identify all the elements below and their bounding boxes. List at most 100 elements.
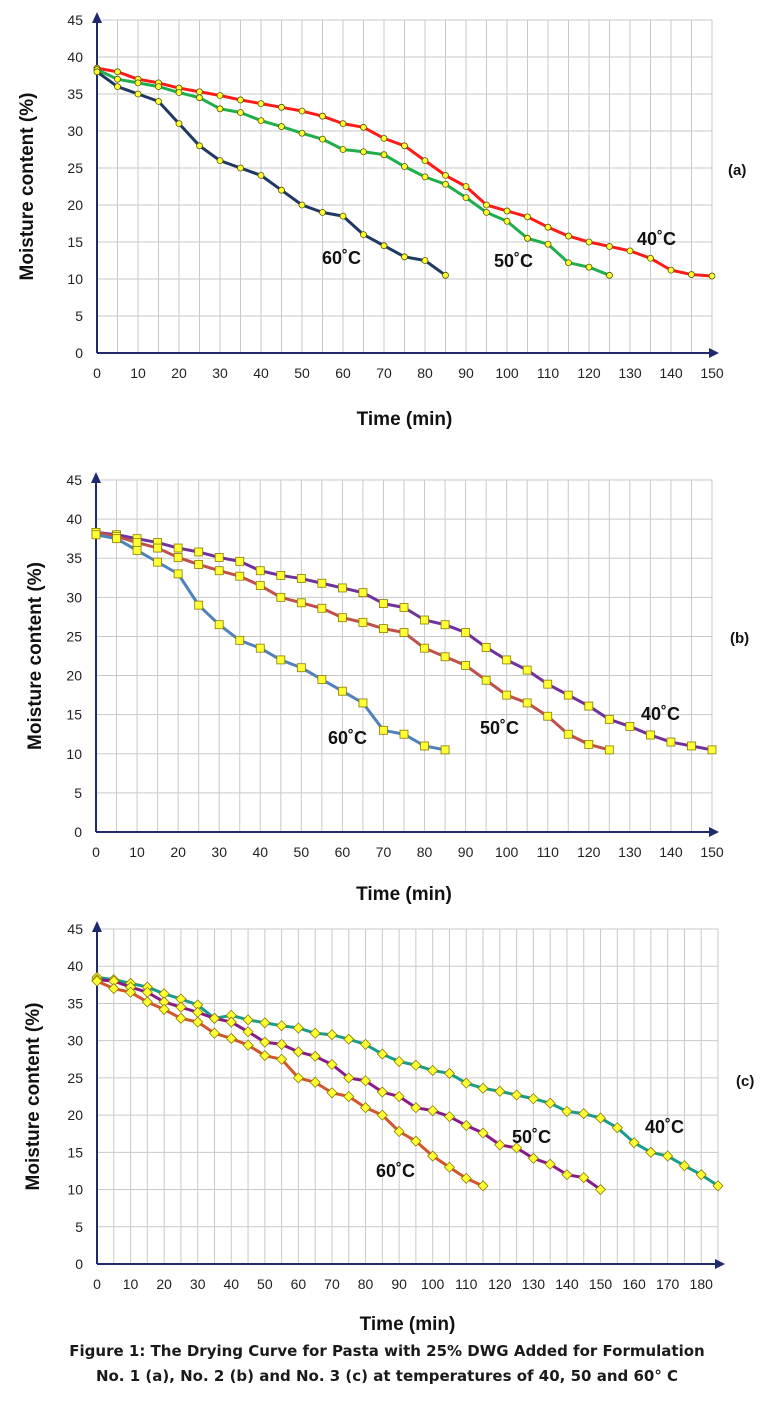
series-label: 60˚C — [376, 1161, 415, 1181]
data-point — [511, 1142, 523, 1154]
caption-line-2: No. 1 (a), No. 2 (b) and No. 3 (c) at te… — [95, 1367, 679, 1385]
data-point — [606, 271, 613, 279]
y-tick-label: 10 — [67, 271, 83, 287]
data-point — [611, 1122, 623, 1134]
x-tick-label: 80 — [417, 365, 433, 381]
data-point — [410, 1102, 422, 1114]
chart-panel-3: 0 10 20 30 40 50 60 70 80 90 100 110 120 130 140 150 160… — [23, 921, 754, 1335]
series-50C: 50˚C — [93, 66, 613, 279]
data-point — [255, 566, 265, 576]
data-point — [502, 690, 512, 700]
y-tick-label: 40 — [67, 49, 83, 65]
series-60C: 60˚C — [91, 530, 450, 755]
x-tick-label: 140 — [555, 1276, 579, 1292]
data-point — [380, 242, 388, 250]
series-label: 60˚C — [328, 728, 367, 748]
x-axis-title: Time (min) — [360, 1314, 456, 1335]
data-point — [237, 109, 244, 116]
series-line — [96, 70, 447, 277]
x-tick-label: 30 — [211, 844, 227, 860]
data-point — [91, 530, 101, 540]
data-point — [257, 171, 265, 179]
x-tick-label: 70 — [376, 844, 392, 860]
data-point — [527, 1152, 539, 1164]
x-tick-label: 120 — [577, 365, 601, 381]
data-point — [421, 157, 429, 165]
data-point — [440, 745, 450, 755]
data-point — [695, 1169, 707, 1181]
data-point — [326, 1058, 338, 1071]
data-point — [192, 1016, 204, 1028]
data-point — [410, 1059, 422, 1071]
series-label: 50˚C — [480, 718, 519, 738]
x-tick-label: 10 — [123, 1276, 139, 1292]
data-point — [194, 560, 204, 569]
series-label: 50˚C — [494, 251, 533, 271]
series-line — [95, 530, 610, 752]
series-label: 40˚C — [637, 229, 676, 249]
chart-panel-1: 0 10 20 30 40 50 60 70 80 90 100 110 120 130 140 150 0 5 1… — [17, 12, 746, 430]
x-axis-arrow — [709, 827, 719, 837]
data-point — [93, 68, 101, 76]
figure-caption: Figure 1: The Drying Curve for Pasta wit… — [0, 1339, 774, 1389]
y-tick-label: 20 — [67, 197, 83, 213]
data-point — [296, 598, 306, 608]
x-tick-label: 60 — [335, 365, 351, 381]
data-point — [667, 266, 675, 274]
data-point — [460, 1172, 472, 1184]
x-tick-label: 160 — [622, 1276, 646, 1292]
x-tick-label: 110 — [537, 365, 560, 381]
data-point — [578, 1108, 590, 1120]
data-point — [477, 1180, 489, 1192]
x-tick-label: 20 — [170, 844, 186, 860]
y-tick-label: 30 — [67, 123, 83, 139]
data-point — [360, 148, 367, 156]
x-tick-label: 130 — [522, 1276, 546, 1292]
data-point — [343, 1033, 355, 1045]
data-point — [565, 232, 572, 240]
data-point — [317, 603, 327, 613]
data-point — [317, 578, 327, 588]
data-point — [235, 635, 245, 645]
chart-panel-2: 0 10 20 30 40 50 60 70 80 90 100 110 120 130 140 150 0 5 1… — [25, 472, 749, 905]
data-point — [563, 690, 573, 700]
data-point — [666, 737, 676, 747]
data-point — [401, 253, 408, 261]
x-tick-label: 40 — [252, 844, 268, 860]
data-point — [337, 613, 347, 623]
data-point — [543, 711, 553, 721]
data-point — [276, 571, 286, 580]
data-point — [524, 234, 531, 242]
x-axis-title: Time (min) — [356, 884, 452, 905]
data-point — [379, 599, 388, 608]
data-point — [483, 201, 490, 209]
data-point — [298, 107, 306, 115]
x-tick-label: 180 — [690, 1276, 714, 1292]
data-point — [421, 173, 429, 181]
panel-label: (c) — [736, 1073, 754, 1090]
data-point — [443, 1067, 456, 1079]
x-tick-label: 0 — [93, 1276, 101, 1292]
data-point — [292, 1046, 304, 1058]
data-point — [298, 201, 306, 209]
x-tick-label: 60 — [335, 844, 351, 860]
data-point — [175, 120, 183, 127]
y-tick-label: 0 — [74, 824, 82, 840]
data-point — [442, 180, 449, 188]
data-point — [461, 660, 471, 670]
data-point — [237, 164, 244, 172]
x-tick-label: 110 — [537, 844, 560, 860]
data-point — [380, 134, 388, 142]
data-point — [379, 725, 388, 735]
data-point — [442, 171, 449, 179]
x-tick-label: 40 — [223, 1276, 239, 1292]
data-point — [276, 592, 286, 602]
data-point — [376, 1109, 388, 1121]
data-point — [481, 675, 491, 685]
x-axis-arrow — [715, 1259, 725, 1269]
data-point — [225, 1016, 237, 1028]
x-tick-label: 0 — [93, 365, 101, 381]
data-point — [503, 217, 511, 225]
data-point — [594, 1183, 607, 1196]
data-point — [175, 1012, 187, 1024]
